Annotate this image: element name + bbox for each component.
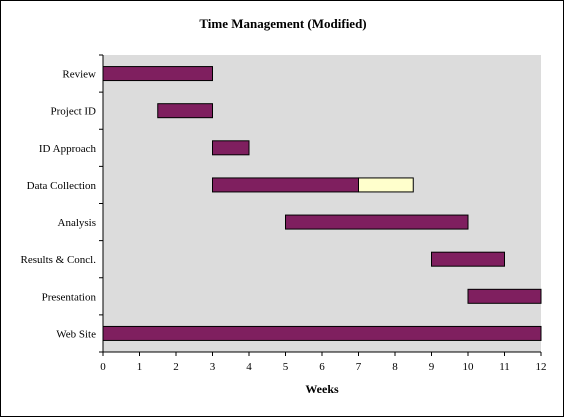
x-tick-label: 5 [283, 361, 289, 373]
bar-series-0-category-6 [467, 288, 542, 304]
x-tick-label: 6 [319, 361, 325, 373]
bar-series-0-category-3 [212, 177, 359, 193]
x-tick-label: 7 [356, 361, 362, 373]
x-axis-label: Weeks [305, 382, 339, 396]
x-tick-label: 0 [100, 361, 106, 373]
category-label: Presentation [42, 291, 97, 303]
chart-title: Time Management (Modified) [199, 16, 366, 31]
x-tick-label: 9 [429, 361, 435, 373]
bar-series-0-category-4 [285, 214, 469, 230]
bar-series-0-category-0 [102, 66, 213, 82]
plot-area [103, 55, 541, 352]
x-tick-label: 3 [210, 361, 216, 373]
bar-series-0-category-7 [102, 325, 542, 341]
x-tick-label: 1 [137, 361, 143, 373]
bar-series-0-category-5 [431, 251, 505, 267]
x-tick-label: 10 [463, 361, 475, 373]
axes-group [99, 54, 542, 356]
x-tick-label: 4 [246, 361, 252, 373]
category-label: Web Site [56, 328, 96, 340]
bar-series-1-category-3 [358, 177, 414, 193]
bar-series-0-category-2 [212, 140, 250, 156]
category-label: ID Approach [39, 143, 97, 155]
category-label: Results & Concl. [21, 254, 97, 266]
category-labels: Review Project ID ID Approach Data Collecti… [21, 69, 97, 341]
bars-group [102, 66, 542, 341]
x-tick-label: 12 [536, 361, 547, 373]
category-label: Data Collection [27, 180, 97, 192]
tick-labels: 0 1 2 3 4 5 6 7 8 9 10 11 12 [100, 361, 546, 373]
category-label: Review [62, 69, 96, 81]
x-tick-label: 8 [392, 361, 398, 373]
category-label: Project ID [50, 106, 96, 118]
x-tick-label: 11 [499, 361, 510, 373]
bar-series-0-category-1 [157, 103, 213, 119]
x-tick-label: 2 [173, 361, 179, 373]
category-label: Analysis [58, 217, 97, 229]
